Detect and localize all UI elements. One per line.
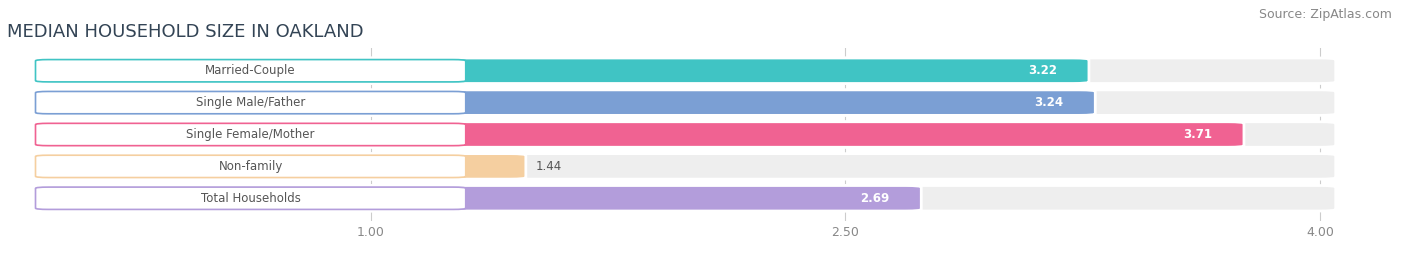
FancyBboxPatch shape (35, 123, 465, 146)
Text: Total Households: Total Households (201, 192, 301, 205)
FancyBboxPatch shape (39, 58, 1336, 83)
Text: Source: ZipAtlas.com: Source: ZipAtlas.com (1258, 8, 1392, 21)
FancyBboxPatch shape (39, 154, 526, 179)
FancyBboxPatch shape (35, 59, 465, 82)
Text: 3.24: 3.24 (1035, 96, 1064, 109)
Text: Married-Couple: Married-Couple (205, 64, 295, 77)
FancyBboxPatch shape (35, 91, 465, 114)
FancyBboxPatch shape (39, 90, 1336, 115)
FancyBboxPatch shape (39, 122, 1244, 147)
FancyBboxPatch shape (35, 155, 465, 178)
Text: Single Female/Mother: Single Female/Mother (187, 128, 315, 141)
FancyBboxPatch shape (39, 122, 1336, 147)
FancyBboxPatch shape (35, 187, 465, 210)
Text: 1.44: 1.44 (536, 160, 561, 173)
Text: 2.69: 2.69 (860, 192, 890, 205)
FancyBboxPatch shape (39, 90, 1095, 115)
Text: Single Male/Father: Single Male/Father (195, 96, 305, 109)
Text: 3.71: 3.71 (1184, 128, 1212, 141)
FancyBboxPatch shape (39, 186, 921, 211)
FancyBboxPatch shape (39, 186, 1336, 211)
Text: 3.22: 3.22 (1028, 64, 1057, 77)
Text: Non-family: Non-family (218, 160, 283, 173)
FancyBboxPatch shape (39, 154, 1336, 179)
FancyBboxPatch shape (39, 58, 1090, 83)
Text: MEDIAN HOUSEHOLD SIZE IN OAKLAND: MEDIAN HOUSEHOLD SIZE IN OAKLAND (7, 23, 364, 41)
